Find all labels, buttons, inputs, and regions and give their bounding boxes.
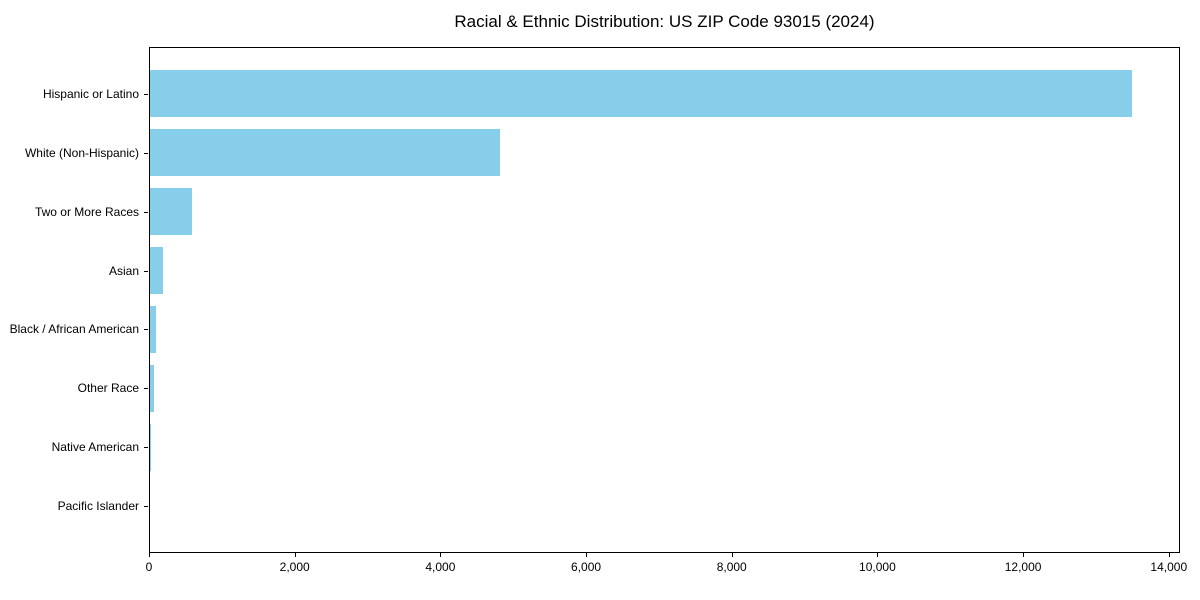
ytick-label: Other Race [77,381,139,396]
bar-hispanic-or-latino [150,70,1132,118]
ytick-mark [144,270,148,272]
ytick-mark [144,329,148,331]
xtick-mark [731,553,733,557]
ytick-mark [144,447,148,449]
xtick-label: 14,000 [1150,560,1188,574]
xtick-mark [586,553,588,557]
plot-area [149,47,1180,553]
ytick-label: Pacific Islander [57,499,139,514]
ytick-label: Black / African American [9,322,139,337]
ytick-mark [144,506,148,508]
ytick-mark [144,388,148,390]
xtick-label: 2,000 [279,560,310,574]
bar-black-african-american [150,305,156,353]
xtick-label: 4,000 [425,560,456,574]
chart-title: Racial & Ethnic Distribution: US ZIP Cod… [454,12,875,31]
xtick-label: 0 [145,560,153,574]
xtick-label: 10,000 [859,560,896,574]
ytick-label: Asian [108,263,139,278]
xtick-mark [1023,553,1025,557]
ytick-label: Two or More Races [34,204,139,219]
bar-other-race [150,364,154,412]
bar-asian [150,247,163,295]
ytick-label: White (Non-Hispanic) [24,145,139,160]
xtick-mark [877,553,879,557]
xtick-mark [440,553,442,557]
xtick-label: 12,000 [1004,560,1042,574]
ytick-mark [144,93,148,95]
ytick-label: Hispanic or Latino [42,86,139,101]
xtick-label: 8,000 [716,560,747,574]
xtick-mark [1168,553,1170,557]
bar-white-non-hispanic [150,129,500,177]
ytick-mark [144,152,148,154]
xtick-mark [294,553,296,557]
bar-native-american [150,423,151,471]
xtick-mark [149,553,150,557]
ytick-mark [144,211,148,213]
bar-two-or-more-races [150,188,192,236]
xtick-label: 6,000 [571,560,602,574]
ytick-label: Native American [51,440,139,455]
